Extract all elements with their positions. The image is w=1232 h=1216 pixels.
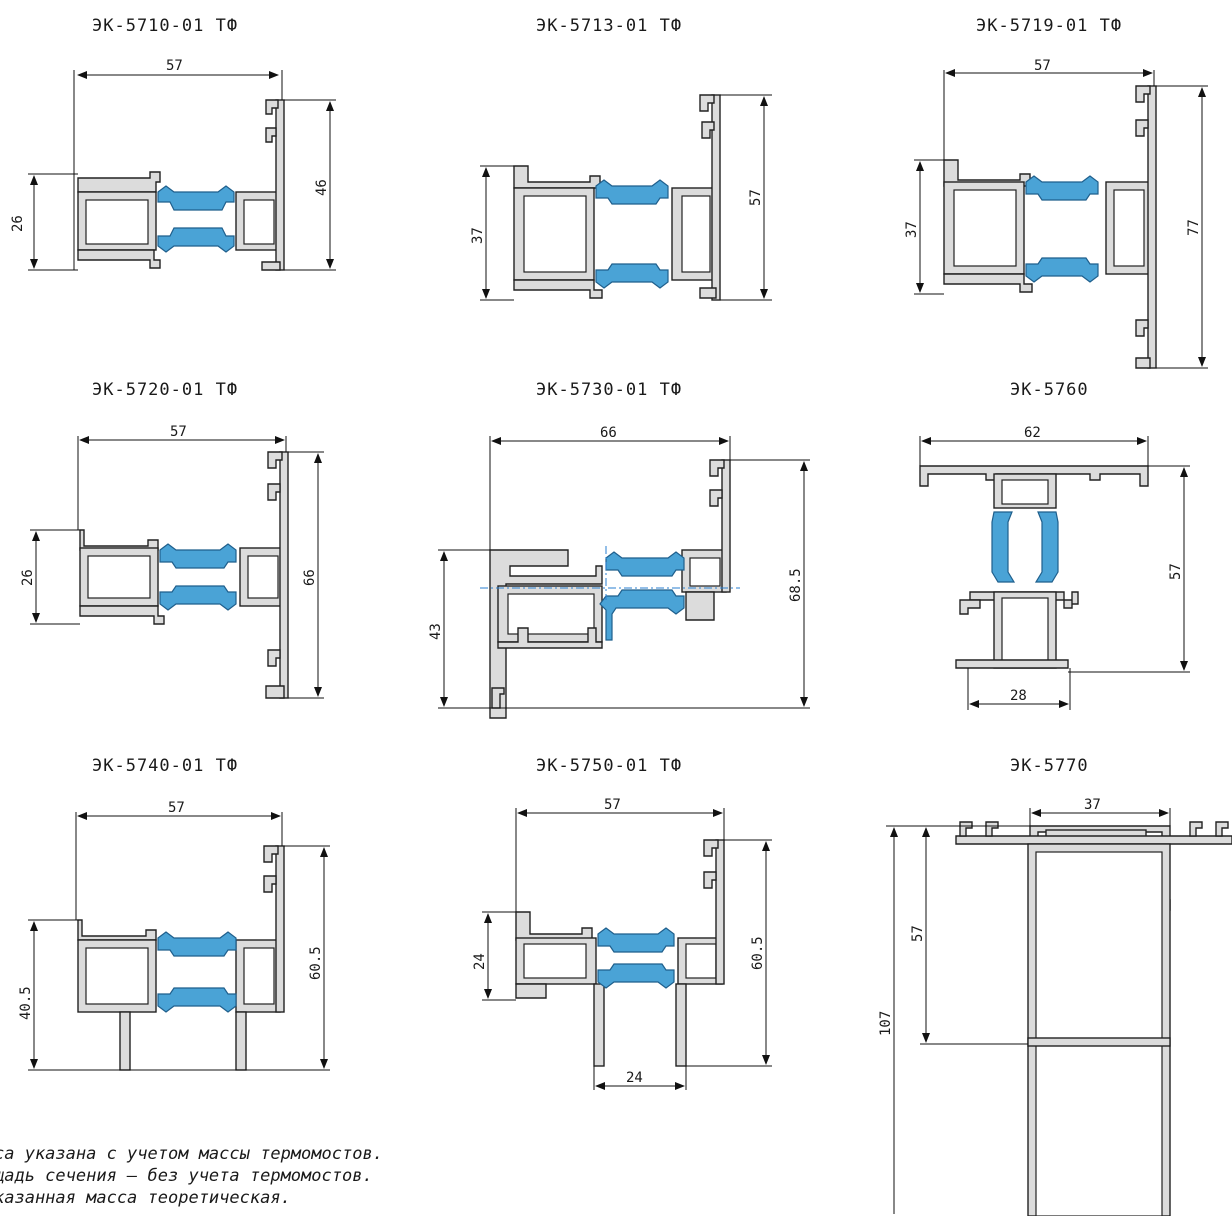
profile-5730 [438, 436, 810, 719]
dim-5719-h2: 77 [1186, 219, 1202, 236]
profile-title-5740: ЭК-5740-01 ТФ [92, 756, 239, 776]
dim-5730-h2: 68.5 [788, 568, 804, 602]
dim-5720-h1: 26 [20, 569, 36, 586]
profile-title-5719: ЭК-5719-01 ТФ [976, 16, 1123, 36]
dim-5710-h2: 46 [314, 179, 330, 196]
dim-5760-width: 62 [1024, 425, 1041, 441]
dim-5710-width: 57 [166, 58, 183, 74]
dim-5770-width: 37 [1084, 797, 1101, 813]
profile-title-5770: ЭК-5770 [1010, 756, 1089, 776]
note-line-3: казанная масса теоретическая. [0, 1188, 291, 1208]
dim-5720-width: 57 [170, 424, 187, 440]
dim-5750-h1: 24 [472, 953, 488, 970]
profile-5770 [886, 808, 1232, 1216]
dim-5760-base: 28 [1010, 688, 1027, 704]
dim-5713-h2: 57 [748, 189, 764, 206]
dim-5740-width: 57 [168, 800, 185, 816]
profile-5710 [28, 70, 336, 271]
dim-5760-height: 57 [1168, 563, 1184, 580]
profile-title-5710: ЭК-5710-01 ТФ [92, 16, 239, 36]
note-line-2: щадь сечения – без учета термомостов. [0, 1166, 373, 1186]
dim-5770-h2: 107 [878, 1011, 894, 1036]
profile-5720 [30, 436, 324, 699]
dim-5713-h1: 37 [470, 227, 486, 244]
dim-5730-h1: 43 [428, 623, 444, 640]
profile-5719 [914, 69, 1208, 369]
dim-5770-h1: 57 [910, 925, 926, 942]
dim-5740-h2: 60.5 [308, 946, 324, 980]
profile-title-5720: ЭК-5720-01 ТФ [92, 380, 239, 400]
dim-5730-width: 66 [600, 425, 617, 441]
profile-title-5760: ЭК-5760 [1010, 380, 1089, 400]
dim-5719-width: 57 [1034, 58, 1051, 74]
profile-5760 [919, 436, 1190, 710]
profile-title-5713: ЭК-5713-01 ТФ [536, 16, 683, 36]
dim-5750-width: 57 [604, 797, 621, 813]
notes: са указана с учетом массы термомостов. щ… [0, 1143, 383, 1209]
profile-5740 [28, 812, 330, 1071]
dim-5710-h1: 26 [10, 215, 26, 232]
dim-5750-base: 24 [626, 1070, 643, 1086]
dim-5740-h1: 40.5 [18, 986, 34, 1020]
profile-5713 [480, 94, 772, 301]
dim-5720-h2: 66 [302, 569, 318, 586]
dim-5719-h1: 37 [904, 221, 920, 238]
profile-title-5730: ЭК-5730-01 ТФ [536, 380, 683, 400]
profile-title-5750: ЭК-5750-01 ТФ [536, 756, 683, 776]
dim-5750-h2: 60.5 [750, 936, 766, 970]
profile-5750 [482, 808, 772, 1090]
note-line-1: са указана с учетом массы термомостов. [0, 1144, 383, 1164]
